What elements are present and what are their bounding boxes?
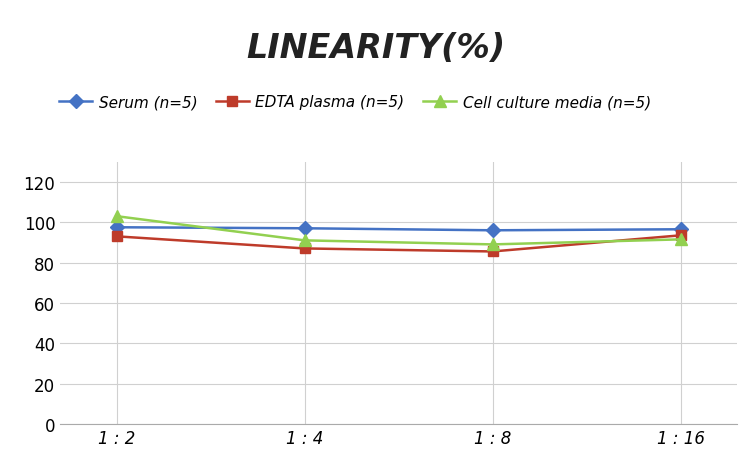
Serum (n=5) (300, 226, 309, 231)
Line: Serum (n=5): Serum (n=5) (112, 223, 685, 235)
Serum (n=5) (112, 225, 121, 230)
Cell culture media (n=5) (676, 237, 685, 243)
Cell culture media (n=5) (300, 238, 309, 244)
Serum (n=5) (488, 228, 497, 234)
Text: LINEARITY(%): LINEARITY(%) (247, 32, 505, 64)
Cell culture media (n=5) (488, 242, 497, 248)
EDTA plasma (n=5) (300, 246, 309, 252)
Line: EDTA plasma (n=5): EDTA plasma (n=5) (112, 231, 685, 257)
EDTA plasma (n=5) (488, 249, 497, 255)
Legend: Serum (n=5), EDTA plasma (n=5), Cell culture media (n=5): Serum (n=5), EDTA plasma (n=5), Cell cul… (53, 89, 657, 116)
EDTA plasma (n=5) (112, 234, 121, 239)
Line: Cell culture media (n=5): Cell culture media (n=5) (111, 211, 686, 250)
Serum (n=5) (676, 227, 685, 232)
EDTA plasma (n=5) (676, 233, 685, 239)
Cell culture media (n=5) (112, 214, 121, 219)
